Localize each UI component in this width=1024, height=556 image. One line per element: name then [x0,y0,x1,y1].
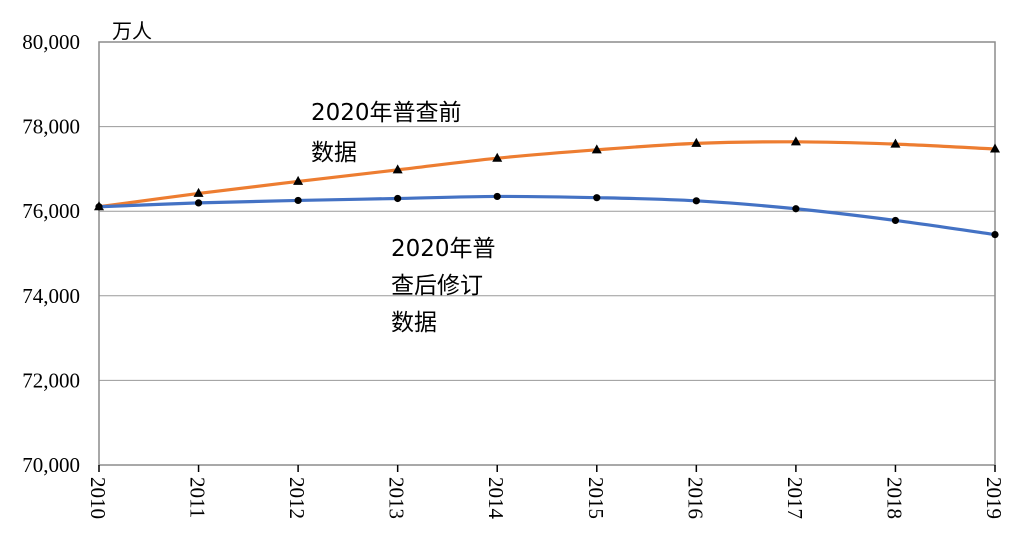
x-axis-tick-labels: 2010 2011 2012 2013 2014 2015 2016 2017 2018 2019 [86,465,1006,520]
series-label-2-line: 2020年普 [391,236,496,262]
data-point-circle [792,205,800,213]
series-line-1 [97,140,997,209]
data-point-triangle [790,136,801,146]
data-point-triangle [691,137,702,147]
data-point-triangle [293,175,304,185]
y-tick-label: 76,000 [22,199,80,223]
data-point-circle [294,196,302,205]
series-label-2-line: 查后修订 [391,273,483,299]
x-tick-label: 2010 [86,477,110,519]
data-point-circle [593,194,601,202]
series-label-2-line: 数据 [391,310,437,336]
series-layer [94,136,1000,239]
y-tick-label: 78,000 [22,115,80,139]
y-axis-unit-label: 万人 [112,19,152,43]
data-point-triangle [591,144,602,154]
x-tick-label: 2013 [385,477,409,519]
data-point-triangle [890,138,901,148]
x-tick-label: 2016 [683,477,707,519]
y-axis-tick-labels: 70,000 72,000 74,000 76,000 78,000 80,000 [22,30,80,477]
data-point-circle [991,230,999,239]
x-tick-label: 2018 [882,477,906,519]
y-tick-label: 80,000 [22,30,80,54]
x-tick-label: 2015 [584,477,608,519]
data-point-circle [394,194,402,203]
data-point-triangle [990,143,1000,153]
x-tick-label: 2019 [982,477,1006,519]
data-point-circle [891,216,900,225]
y-tick-label: 74,000 [22,284,80,308]
x-tick-label: 2014 [484,477,508,520]
data-point-triangle [392,164,403,174]
series-line-2 [97,194,997,237]
y-tick-label: 72,000 [22,368,80,392]
y-tick-label: 70,000 [22,453,80,477]
x-tick-label: 2012 [285,477,309,519]
data-point-triangle [193,187,204,197]
data-point-triangle [492,152,503,162]
gridlines [99,126,995,381]
x-tick-label: 2011 [186,477,210,518]
plot-area-frame [98,41,996,466]
data-point-circle [493,192,501,201]
series-label-1-line: 2020年普查前 [311,100,462,126]
x-tick-label: 2017 [783,477,807,519]
data-point-circle [692,197,700,205]
data-point-circle [95,203,103,211]
series-label-1-line: 数据 [311,140,357,166]
data-point-circle [194,199,203,207]
